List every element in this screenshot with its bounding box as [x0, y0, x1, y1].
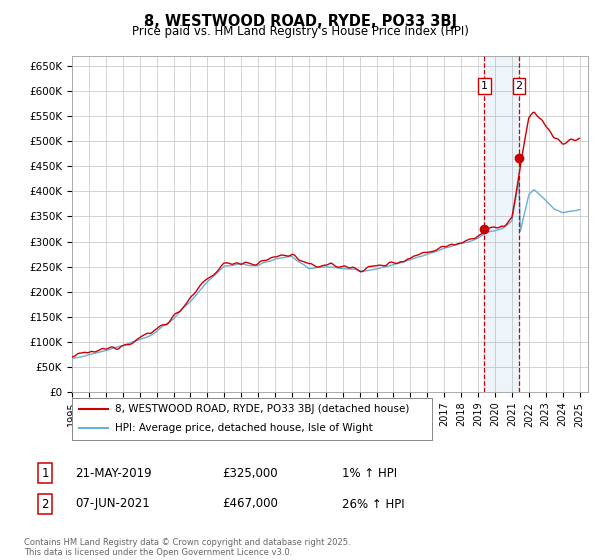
Text: 1: 1 [481, 81, 488, 91]
Text: 2: 2 [515, 81, 523, 91]
Text: 8, WESTWOOD ROAD, RYDE, PO33 3BJ (detached house): 8, WESTWOOD ROAD, RYDE, PO33 3BJ (detach… [115, 404, 410, 414]
Text: £467,000: £467,000 [222, 497, 278, 511]
Bar [484, 56, 519, 392]
Text: 2: 2 [41, 497, 49, 511]
Text: 26% ↑ HPI: 26% ↑ HPI [342, 497, 404, 511]
Text: 21-MAY-2019: 21-MAY-2019 [75, 466, 152, 480]
Text: Contains HM Land Registry data © Crown copyright and database right 2025.
This d: Contains HM Land Registry data © Crown c… [24, 538, 350, 557]
Text: 1% ↑ HPI: 1% ↑ HPI [342, 466, 397, 480]
Text: HPI: Average price, detached house, Isle of Wight: HPI: Average price, detached house, Isle… [115, 423, 373, 433]
Text: 1: 1 [41, 466, 49, 480]
Text: £325,000: £325,000 [222, 466, 278, 480]
Text: 07-JUN-2021: 07-JUN-2021 [75, 497, 150, 511]
Text: 8, WESTWOOD ROAD, RYDE, PO33 3BJ: 8, WESTWOOD ROAD, RYDE, PO33 3BJ [143, 14, 457, 29]
Text: Price paid vs. HM Land Registry's House Price Index (HPI): Price paid vs. HM Land Registry's House … [131, 25, 469, 38]
